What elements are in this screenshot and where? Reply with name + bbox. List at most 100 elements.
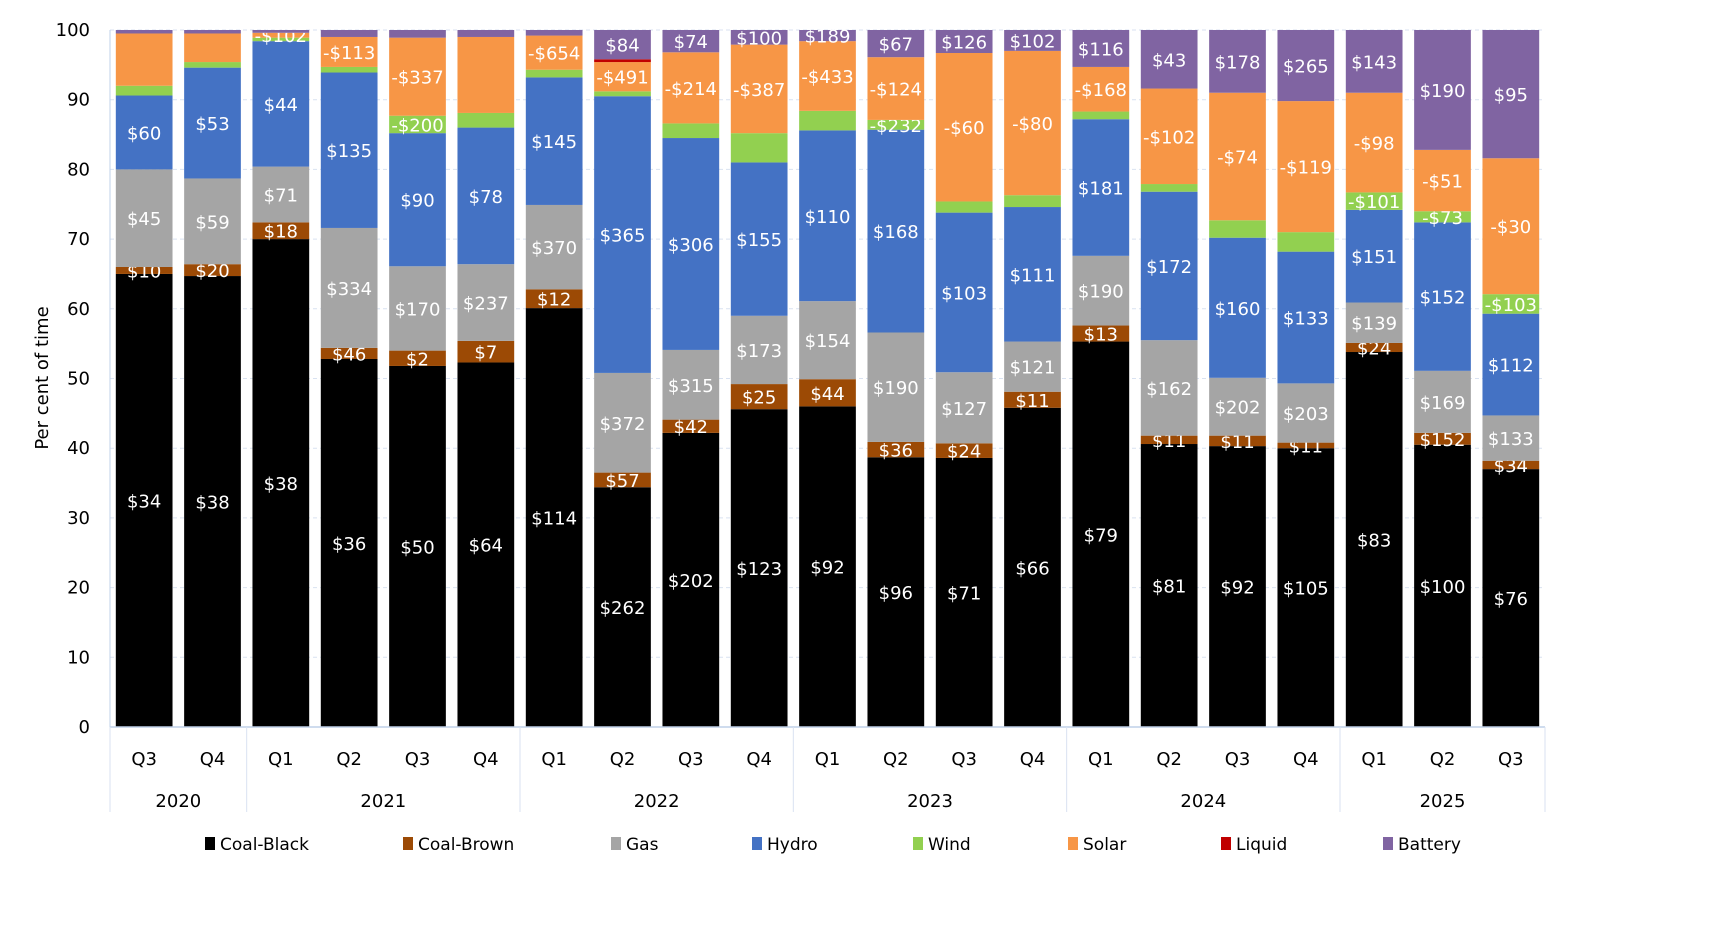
bar-stack: $34$10$45$60 bbox=[115, 30, 173, 727]
data-label: -$74 bbox=[1217, 148, 1258, 169]
bar-segment-coal-brown bbox=[1414, 432, 1471, 445]
data-label: $71 bbox=[264, 185, 298, 206]
legend-item-hydro: Hydro bbox=[752, 835, 818, 855]
data-label: $43 bbox=[1152, 50, 1186, 71]
x-tick-label: Q3 bbox=[1498, 749, 1524, 770]
bar-segment-wind bbox=[1414, 211, 1471, 223]
data-label: $178 bbox=[1215, 52, 1261, 73]
bar-segment-hydro bbox=[320, 72, 378, 228]
data-label: $38 bbox=[264, 474, 298, 495]
data-label: $190 bbox=[1420, 81, 1466, 102]
bar-segment-liquid bbox=[594, 59, 651, 63]
bar-segment-coal-black bbox=[184, 276, 241, 727]
bar-stack: $38 $20 $59 $53 bbox=[184, 30, 241, 727]
data-label: $95 bbox=[1494, 85, 1528, 106]
legend-label: Solar bbox=[1083, 835, 1126, 855]
data-label: $372 bbox=[600, 414, 646, 435]
bar-segment-coal-brown bbox=[594, 472, 651, 488]
data-label: $145 bbox=[531, 132, 577, 153]
legend-swatch bbox=[752, 837, 762, 850]
data-label: $116 bbox=[1078, 39, 1124, 60]
data-label: $135 bbox=[326, 141, 372, 162]
bar-segment-gas bbox=[1345, 302, 1403, 343]
bar-segment-wind bbox=[799, 110, 856, 131]
bar-segment-hydro bbox=[1414, 222, 1471, 371]
y-tick-label: 30 bbox=[67, 508, 90, 529]
bar-segment-battery bbox=[1482, 30, 1540, 159]
x-axis: Q3 Q4 Q1 Q2 Q3 Q4 Q1 Q2 Q3 Q4 Q1 Q2 Q3 Q4 Q1 Q2 Q3 Q4 Q1 Q2… bbox=[109, 30, 1546, 812]
data-label: -$124 bbox=[870, 80, 922, 101]
bar-segment-hydro bbox=[662, 138, 720, 350]
x-tick-label: Q2 bbox=[1156, 749, 1182, 770]
data-label: -$60 bbox=[944, 118, 985, 139]
bar-segment-hydro bbox=[1004, 207, 1061, 342]
bar-segment-hydro bbox=[525, 77, 583, 205]
data-label: $265 bbox=[1283, 57, 1329, 78]
bar-segment-gas bbox=[1277, 383, 1335, 443]
x-tick-label: Q1 bbox=[541, 749, 567, 770]
x-tick-label: Q4 bbox=[1020, 749, 1046, 770]
bar-segment-coal-brown bbox=[1140, 435, 1198, 445]
data-label: $102 bbox=[1010, 31, 1056, 52]
bar-segment-solar bbox=[1004, 50, 1061, 196]
bar-stack: $76 $34 $133 $112 -$103 -$30 $95 bbox=[1482, 30, 1540, 727]
bar-stack: $262 $57 $372 $365 -$491 $84 bbox=[594, 30, 651, 727]
bar-segment-wind bbox=[320, 66, 378, 73]
data-label: $71 bbox=[947, 583, 981, 604]
legend-swatch bbox=[1221, 837, 1231, 850]
data-label: $168 bbox=[873, 222, 919, 243]
legend-label: Coal-Brown bbox=[418, 835, 514, 855]
bar-segment-gas bbox=[594, 372, 651, 473]
bar-segment-hydro bbox=[184, 67, 241, 179]
bar-segment-wind bbox=[730, 133, 788, 163]
bar-stack: $36 $46 $334 $135 -$113 bbox=[320, 30, 378, 727]
legend-label: Wind bbox=[928, 835, 971, 855]
data-label: -$103 bbox=[1485, 295, 1537, 316]
x-tick-label: Q3 bbox=[405, 749, 431, 770]
data-label: $110 bbox=[805, 207, 851, 228]
bar-segment-hydro bbox=[457, 127, 515, 265]
bar-stack: $100 $152 $169 $152 -$73 -$51 $190 bbox=[1414, 30, 1471, 727]
y-tick-label: 0 bbox=[79, 717, 90, 738]
data-label: -$102 bbox=[1143, 127, 1195, 148]
y-tick-label: 100 bbox=[56, 20, 90, 41]
x-tick-label: Q2 bbox=[883, 749, 909, 770]
bar-stack: $92 $11 $202 $160 -$74 $178 bbox=[1209, 30, 1266, 727]
data-label: -$102 bbox=[255, 26, 307, 47]
bar-segment-wind bbox=[935, 201, 993, 213]
y-tick-label: 20 bbox=[67, 578, 90, 599]
bar-segment-battery bbox=[252, 30, 310, 33]
data-label: $20 bbox=[195, 261, 229, 282]
bar-segment-coal-brown bbox=[867, 441, 925, 458]
bar-stack: $202 $42 $315 $306 -$214 $74 bbox=[662, 30, 720, 727]
bar-segment-solar bbox=[525, 35, 583, 70]
bar-segment-battery bbox=[662, 30, 720, 53]
x-tick-label: Q1 bbox=[815, 749, 841, 770]
bar-segment-coal-brown bbox=[457, 340, 515, 363]
bar-segment-coal-brown bbox=[389, 350, 446, 366]
bar-segment-gas bbox=[662, 349, 720, 420]
legend-label: Gas bbox=[626, 835, 659, 855]
data-label: $169 bbox=[1420, 393, 1466, 414]
bar-segment-coal-brown bbox=[115, 266, 173, 274]
bar-segment-battery bbox=[867, 30, 925, 58]
data-label: $152 bbox=[1420, 288, 1466, 309]
bar-segment-battery bbox=[389, 30, 446, 38]
data-label: $36 bbox=[332, 534, 366, 555]
bar-segment-hydro bbox=[1277, 251, 1335, 384]
data-label: $60 bbox=[127, 123, 161, 144]
x-tick-label: Q3 bbox=[678, 749, 704, 770]
bar-segment-wind bbox=[252, 37, 310, 42]
year-group-label: 2022 bbox=[634, 791, 680, 812]
data-label: $154 bbox=[805, 331, 851, 352]
bar-segment-coal-brown bbox=[1482, 460, 1540, 470]
bar-stack: $64 $7 $237 $78 bbox=[457, 30, 515, 727]
data-label: $25 bbox=[742, 388, 776, 409]
data-label: $45 bbox=[127, 209, 161, 230]
bar-stack: $92 $44 $154 $110 -$433 $189 bbox=[799, 27, 856, 727]
data-label: $64 bbox=[469, 536, 503, 557]
bar-segment-battery bbox=[1345, 30, 1403, 93]
data-label: $96 bbox=[879, 583, 913, 604]
bar-segment-battery bbox=[935, 30, 993, 54]
